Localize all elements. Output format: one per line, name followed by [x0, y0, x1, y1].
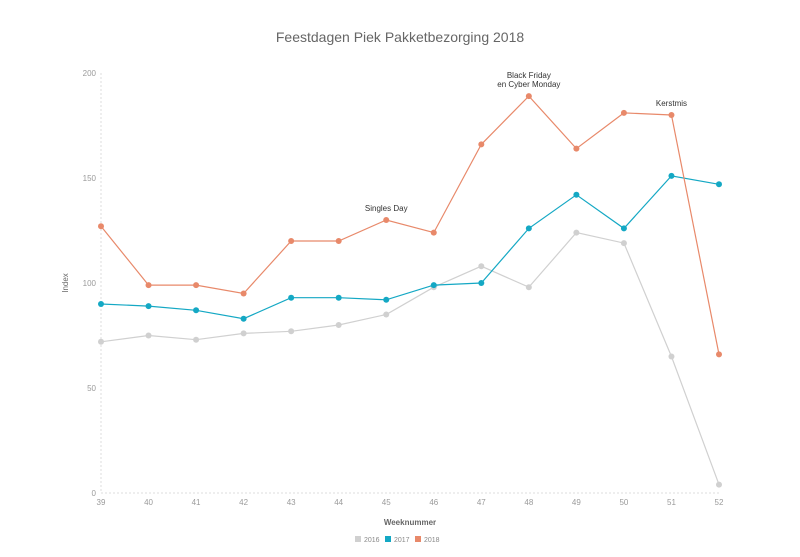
data-point-2018 [716, 351, 722, 358]
data-point-2018 [383, 217, 390, 223]
legend: 2016 2017 2018 [355, 536, 440, 544]
data-point-2018 [525, 93, 532, 100]
data-point-2017 [98, 301, 104, 307]
data-point-2017 [620, 225, 627, 232]
data-point-2018 [668, 112, 675, 118]
x-tick-label: 40 [144, 498, 153, 507]
data-point-2017 [478, 280, 485, 286]
data-point-2016 [145, 332, 152, 339]
data-point-2018 [193, 282, 200, 289]
data-point-2018 [573, 145, 580, 152]
legend-swatch-2018 [415, 536, 421, 542]
data-point-2018 [335, 238, 342, 244]
x-axis: 39 40 41 42 43 44 45 46 47 48 49 50 51 52 [97, 492, 724, 507]
x-tick-label: 41 [192, 498, 201, 507]
series-2017 [98, 172, 722, 322]
data-point-2016 [383, 311, 390, 318]
legend-label-2018: 2018 [424, 537, 440, 544]
data-point-2018 [240, 290, 247, 297]
data-point-2017 [573, 191, 580, 198]
data-point-2018 [430, 229, 437, 236]
data-point-2016 [98, 338, 104, 345]
data-point-2018 [98, 223, 104, 230]
x-tick-label: 42 [239, 498, 248, 507]
data-point-2017 [193, 307, 200, 314]
x-tick-label: 39 [97, 498, 106, 507]
data-point-2018 [620, 109, 627, 116]
data-point-2016 [335, 322, 342, 328]
series-line-2017 [100, 175, 720, 320]
x-tick-label: 48 [524, 498, 533, 507]
series-layer [98, 93, 722, 488]
data-point-2018 [288, 238, 295, 244]
annotation-label: en Cyber Monday [497, 80, 560, 89]
series-2016 [98, 229, 722, 488]
data-point-2017 [240, 315, 247, 322]
data-point-2017 [430, 282, 437, 289]
x-tick-label: 49 [572, 498, 581, 507]
y-tick-label: 50 [87, 384, 96, 393]
y-tick-label: 200 [83, 69, 97, 78]
x-tick-label: 43 [287, 498, 296, 507]
x-tick-label: 47 [477, 498, 486, 507]
data-point-2017 [145, 303, 152, 310]
y-axis-label: Index [61, 273, 70, 293]
x-tick-label: 44 [334, 498, 343, 507]
y-tick-label: 100 [83, 279, 97, 288]
data-point-2017 [383, 296, 390, 303]
data-point-2017 [335, 294, 342, 301]
data-point-2016 [716, 481, 722, 488]
series-2018 [98, 93, 722, 358]
data-point-2017 [525, 225, 532, 232]
data-point-2018 [478, 141, 485, 148]
data-point-2017 [668, 172, 675, 179]
x-tick-label: 50 [619, 498, 628, 507]
y-axis: 0 50 100 150 200 [83, 69, 102, 498]
legend-swatch-2017 [385, 536, 391, 542]
legend-label-2016: 2016 [364, 537, 380, 544]
chart-title: Feestdagen Piek Pakketbezorging 2018 [276, 29, 524, 45]
legend-swatch-2016 [355, 536, 361, 542]
series-line-2018 [100, 95, 720, 355]
x-tick-label: 52 [715, 498, 724, 507]
data-point-2017 [716, 181, 722, 188]
data-point-2016 [478, 263, 485, 270]
series-line-2016 [100, 231, 720, 485]
x-tick-label: 51 [667, 498, 676, 507]
data-point-2016 [288, 328, 295, 335]
x-tick-label: 45 [382, 498, 391, 507]
annotation-label: Kerstmis [656, 99, 687, 108]
x-axis-label: Weeknummer [384, 518, 436, 527]
data-point-2016 [668, 353, 675, 360]
legend-label-2017: 2017 [394, 537, 410, 544]
data-point-2016 [620, 240, 627, 247]
data-point-2016 [240, 330, 247, 337]
annotation-label: Singles Day [365, 204, 408, 213]
y-tick-label: 150 [83, 174, 97, 183]
annotation-label: Black Friday [507, 71, 551, 80]
data-point-2016 [193, 336, 200, 343]
data-point-2016 [573, 229, 580, 236]
x-tick-label: 46 [429, 498, 438, 507]
data-point-2017 [288, 294, 295, 301]
data-point-2016 [525, 284, 532, 291]
y-tick-label: 0 [92, 489, 97, 498]
data-point-2018 [145, 282, 152, 289]
